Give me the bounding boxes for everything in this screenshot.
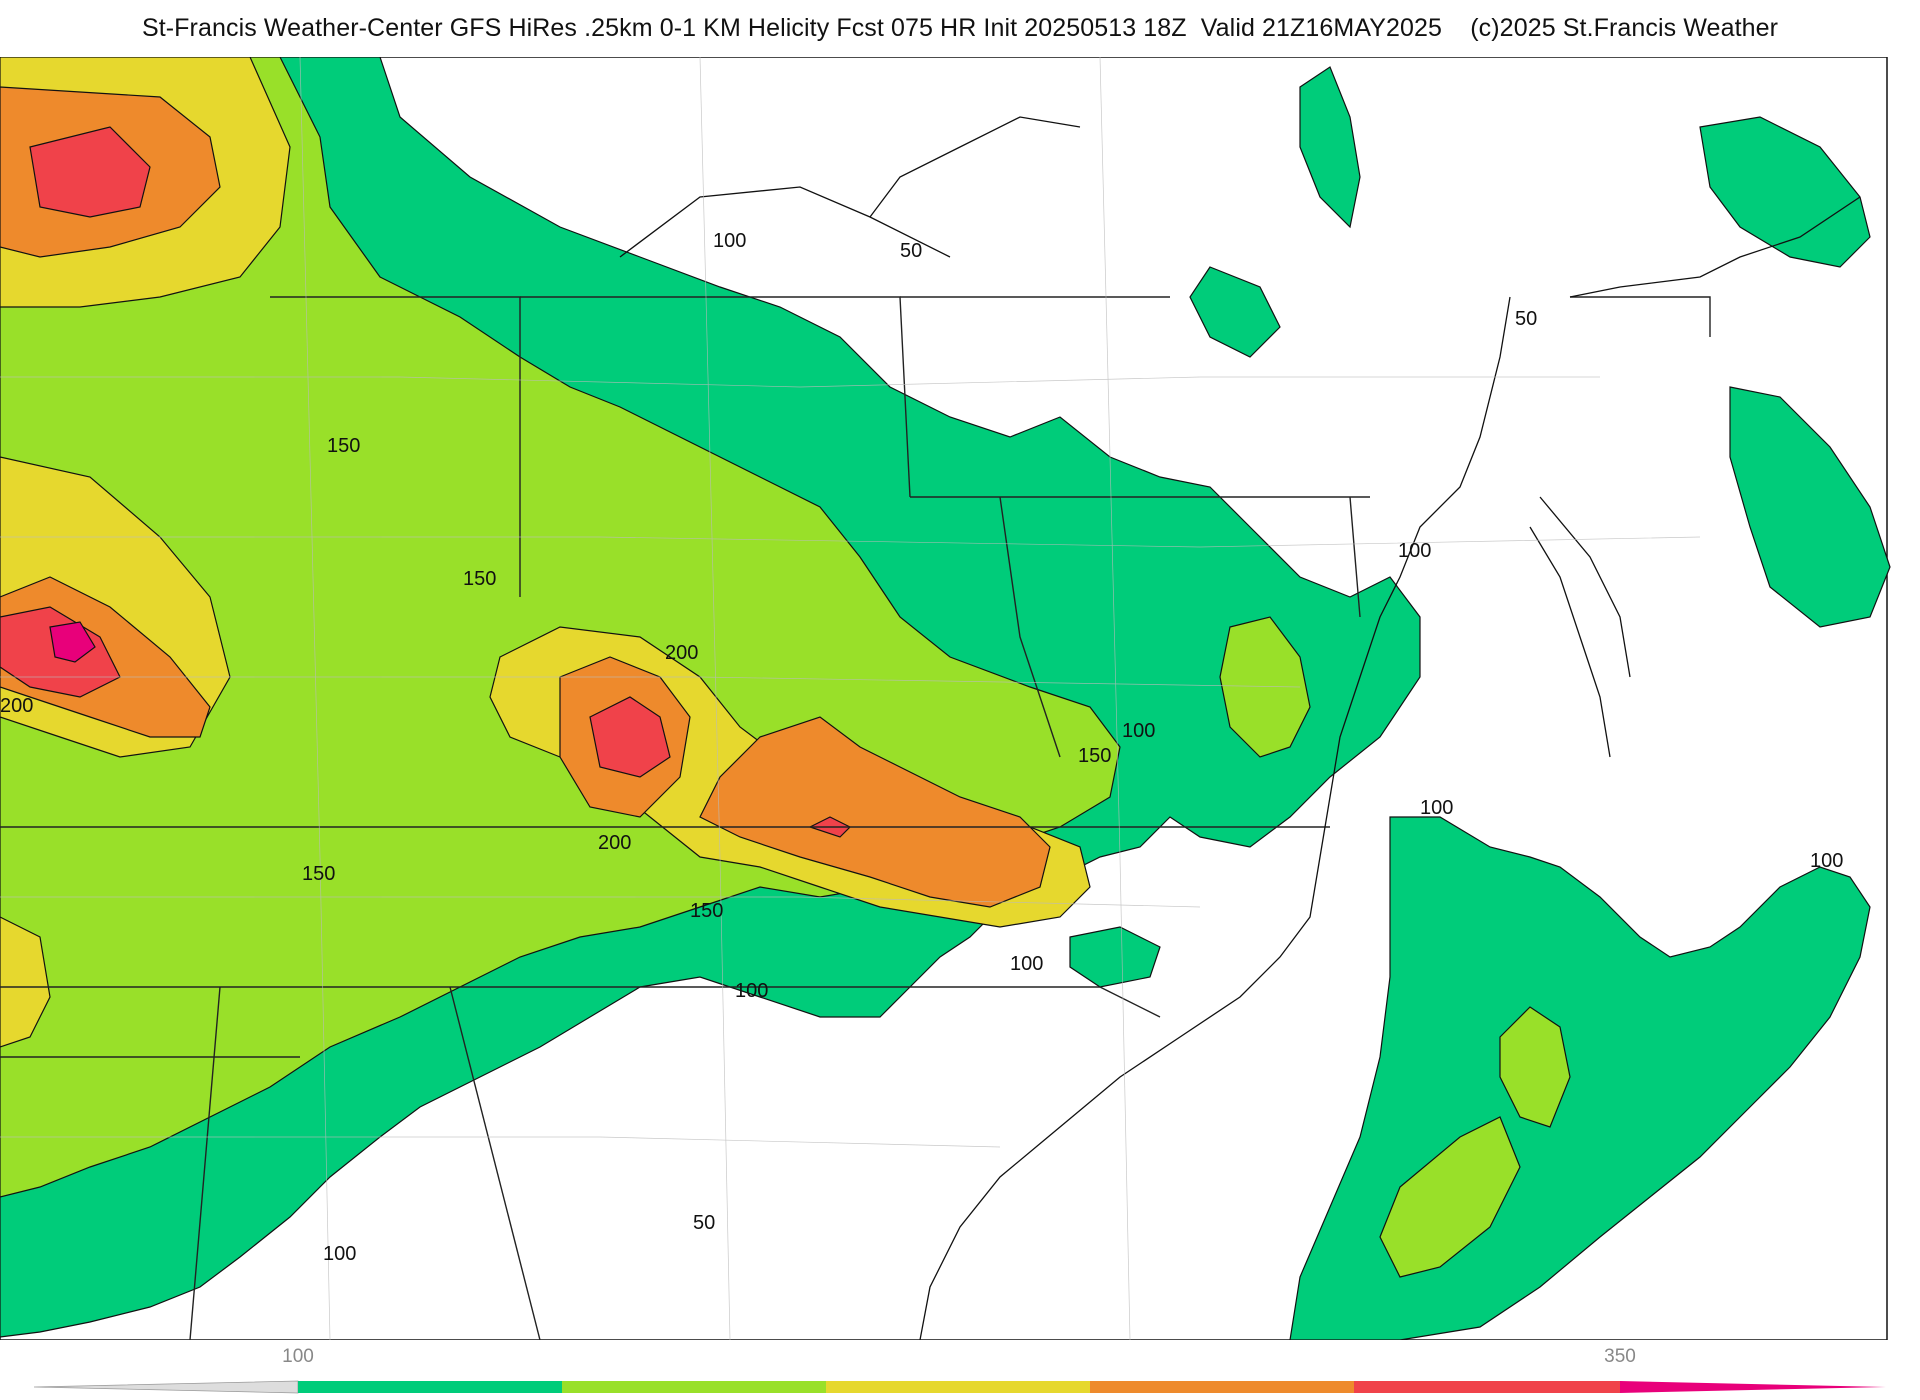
state-boundaries bbox=[0, 296, 1711, 1340]
nw-red bbox=[29, 126, 151, 218]
new-england-green bbox=[1699, 116, 1871, 268]
contour-label-200: 200 bbox=[0, 695, 33, 717]
county-lines bbox=[0, 57, 1701, 1340]
contour-label-100: 100 bbox=[1420, 797, 1453, 819]
scale-band-250 bbox=[1090, 1381, 1354, 1393]
scale-band-300 bbox=[1354, 1381, 1620, 1393]
mid-atlantic-green bbox=[1189, 266, 1281, 358]
west-magenta bbox=[49, 621, 96, 663]
helicity-band-350 bbox=[49, 621, 96, 663]
contour-label-200: 200 bbox=[665, 642, 698, 664]
contour-label-100: 100 bbox=[735, 980, 768, 1002]
scale-left-arrow bbox=[33, 1380, 299, 1394]
contour-label-100: 100 bbox=[323, 1243, 356, 1265]
delmarva-lime bbox=[1219, 616, 1311, 758]
nc-coast-green bbox=[1069, 926, 1161, 988]
contour-label-200: 200 bbox=[598, 832, 631, 854]
michigan-green bbox=[1299, 66, 1361, 229]
scale-label-350: 350 bbox=[1604, 1346, 1636, 1367]
contour-label-150: 150 bbox=[463, 568, 496, 590]
scale-band-100 bbox=[298, 1381, 562, 1393]
contour-label-150: 150 bbox=[327, 435, 360, 457]
color-scale: 100 350 bbox=[33, 1346, 1886, 1394]
contour-label-100: 100 bbox=[1810, 850, 1843, 872]
helicity-band-300 bbox=[0, 126, 852, 838]
contour-label-100: 100 bbox=[713, 230, 746, 252]
atlantic-lime-2 bbox=[1379, 1116, 1521, 1278]
contour-label-50: 50 bbox=[1515, 308, 1537, 330]
sw-yellow bbox=[0, 916, 51, 1048]
contour-label-100: 100 bbox=[1398, 540, 1431, 562]
contour-label-150: 150 bbox=[302, 863, 335, 885]
contour-labels: 50 50 50 100 100 100 100 100 100 100 100… bbox=[0, 230, 1843, 1265]
contour-label-100: 100 bbox=[1010, 953, 1043, 975]
contour-label-50: 50 bbox=[900, 240, 922, 262]
contour-label-150: 150 bbox=[1078, 745, 1111, 767]
scale-label-100: 100 bbox=[282, 1346, 314, 1367]
scale-right-arrow bbox=[1620, 1381, 1886, 1393]
contour-label-150: 150 bbox=[690, 900, 723, 922]
ocean-strip-green bbox=[1729, 386, 1891, 628]
atlantic-lime-1 bbox=[1499, 1006, 1571, 1128]
contour-label-50: 50 bbox=[693, 1212, 715, 1234]
scale-band-200 bbox=[826, 1381, 1090, 1393]
central-red bbox=[589, 696, 671, 778]
contour-label-100: 100 bbox=[1122, 720, 1155, 742]
coastline bbox=[619, 116, 1861, 1340]
map-title: St-Francis Weather-Center GFS HiRes .25k… bbox=[141, 14, 1779, 42]
scale-band-150 bbox=[562, 1381, 826, 1393]
helicity-map: 50 50 50 100 100 100 100 100 100 100 100… bbox=[0, 57, 1891, 1340]
